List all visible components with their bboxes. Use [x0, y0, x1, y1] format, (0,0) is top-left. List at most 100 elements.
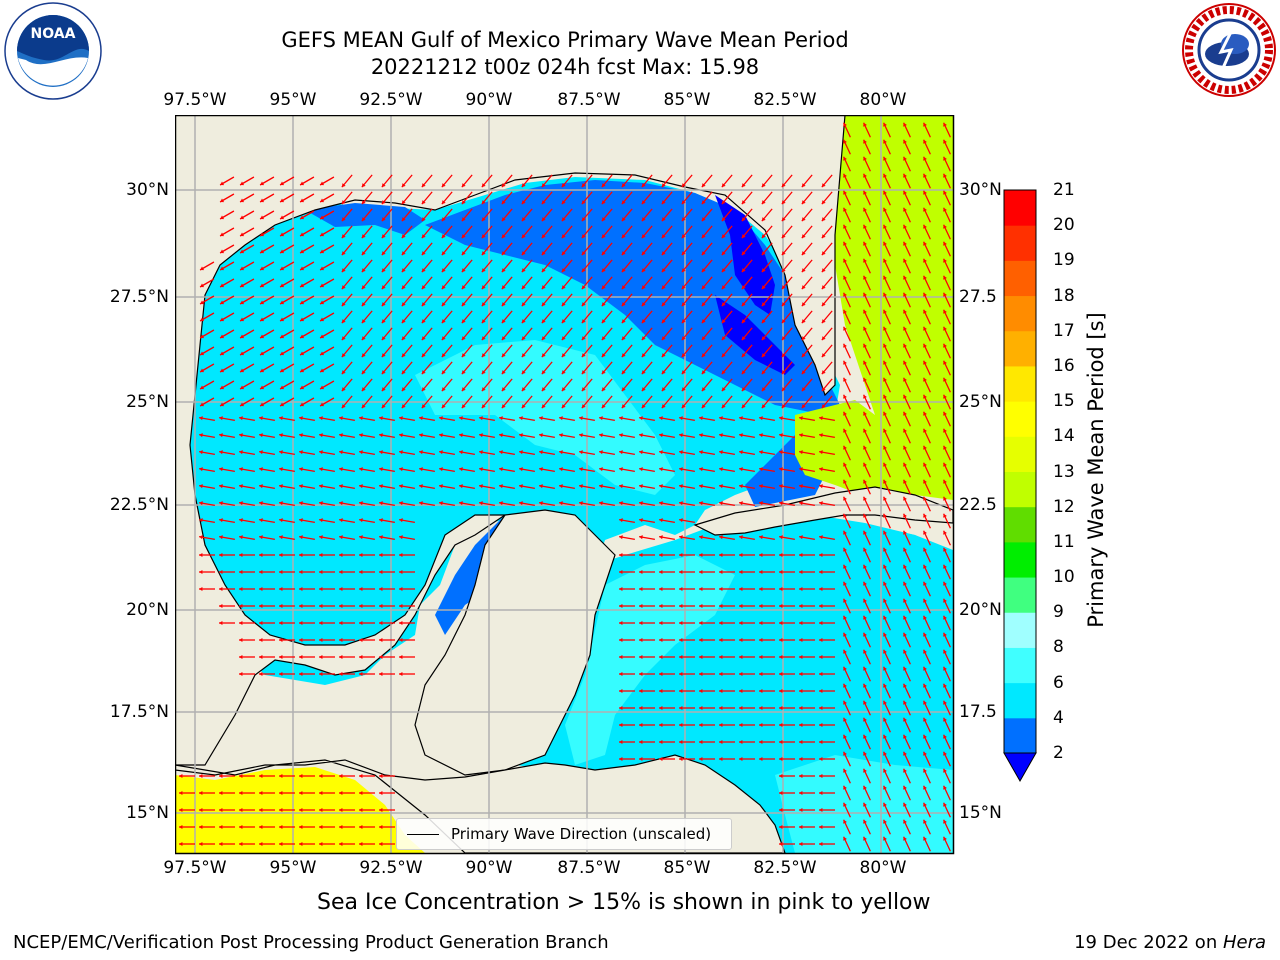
wave-arrow-head — [883, 224, 887, 229]
wave-arrow-head — [659, 603, 663, 609]
wave-arrow-head — [401, 336, 406, 341]
wave-arrow-head — [679, 433, 683, 438]
wave-arrow-head — [561, 234, 566, 239]
colorbar-tick-label: 8 — [1053, 637, 1064, 658]
wave-arrow-head — [903, 326, 907, 331]
wave-arrow-head — [361, 404, 366, 409]
wave-arrow-head — [220, 368, 225, 373]
wave-arrow-head — [320, 351, 325, 356]
wave-arrow-head — [461, 234, 466, 239]
wave-arrow-head — [659, 433, 663, 438]
wave-arrow-head — [863, 122, 867, 127]
wave-arrow-head — [701, 234, 706, 239]
wave-arrow-head — [339, 501, 343, 506]
wave-arrow-head — [639, 518, 643, 523]
wave-arrow-head — [561, 370, 566, 375]
wave-arrow-head — [843, 377, 847, 382]
wave-arrow-head — [781, 319, 786, 324]
wave-arrow-head — [521, 387, 526, 392]
wave-arrow-head — [359, 807, 363, 813]
wave-arrow-head — [863, 530, 867, 535]
wave-arrow-head — [199, 535, 203, 540]
wave-arrow-head — [659, 739, 663, 745]
wave-arrow-head — [883, 768, 887, 773]
wave-arrow-head — [923, 360, 927, 365]
wave-arrow-head — [819, 586, 823, 592]
wave-arrow-head — [421, 217, 426, 222]
wave-arrow-head — [240, 283, 245, 288]
wave-arrow-head — [439, 416, 443, 421]
wave-arrow-head — [220, 249, 225, 254]
wave-arrow-head — [461, 387, 466, 392]
wave-arrow-head — [863, 139, 867, 144]
wave-arrow-head — [801, 387, 806, 392]
wave-arrow-head — [379, 671, 383, 677]
wave-arrow-head — [679, 756, 683, 762]
wave-arrow-head — [299, 671, 303, 677]
wave-arrow-head — [601, 251, 606, 256]
wave-arrow-head — [259, 433, 263, 438]
wave-arrow-head — [559, 501, 563, 506]
wave-arrow-head — [581, 319, 586, 324]
wave-arrow-head — [519, 467, 523, 472]
wave-arrow-head — [923, 139, 927, 144]
atlantic-high-period — [833, 115, 953, 500]
wave-arrow-head — [863, 836, 867, 841]
wave-arrow-head — [863, 394, 867, 399]
wave-arrow-head — [943, 836, 947, 841]
wave-arrow-head — [819, 569, 823, 575]
wave-arrow-head — [219, 535, 223, 540]
wave-arrow-head — [379, 467, 383, 472]
wave-arrow-head — [923, 530, 927, 535]
wave-arrow-head — [219, 501, 223, 506]
wave-arrow-head — [843, 547, 847, 552]
wave-arrow-head — [943, 513, 947, 518]
wave-arrow-head — [200, 317, 205, 322]
wave-arrow-head — [259, 637, 263, 643]
wave-arrow-head — [701, 387, 706, 392]
wave-arrow-head — [299, 450, 303, 455]
wave-arrow-head — [419, 450, 423, 455]
wave-arrow-head — [320, 368, 325, 373]
wave-arrow-head — [240, 300, 245, 305]
wave-arrow-head — [863, 207, 867, 212]
lat-tick-left: 22.5°N — [109, 495, 169, 515]
wave-arrow-head — [379, 586, 383, 592]
wave-arrow-head — [279, 654, 283, 660]
wave-arrow-head — [641, 268, 646, 273]
wave-arrow-head — [923, 377, 927, 382]
wave-arrow-head — [721, 268, 726, 273]
colorbar-segment — [1004, 190, 1036, 226]
wave-arrow-head — [759, 654, 763, 660]
wave-arrow-head — [639, 688, 643, 694]
wave-arrow-head — [943, 139, 947, 144]
wave-arrow-head — [799, 484, 803, 489]
wave-arrow-head — [843, 836, 847, 841]
wave-arrow-head — [320, 402, 325, 407]
wave-arrow-head — [661, 183, 666, 188]
wave-arrow-head — [501, 387, 506, 392]
wave-arrow-head — [699, 450, 703, 455]
wave-arrow-head — [779, 705, 783, 711]
wave-arrow-head — [779, 671, 783, 677]
wave-arrow-head — [361, 353, 366, 358]
wave-arrow-head — [761, 251, 766, 256]
wave-arrow-head — [681, 234, 686, 239]
wave-arrow-head — [739, 620, 743, 626]
wave-arrow-head — [621, 370, 626, 375]
wave-arrow-head — [903, 700, 907, 705]
wave-arrow-head — [339, 790, 343, 796]
wave-arrow-head — [559, 450, 563, 455]
wave-arrow-head — [220, 334, 225, 339]
wave-arrow-head — [200, 266, 205, 271]
wave-arrow-head — [883, 717, 887, 722]
wave-arrow-head — [260, 232, 265, 237]
wave-arrow-head — [280, 351, 285, 356]
wave-arrow-head — [739, 671, 743, 677]
wave-arrow-head — [863, 326, 867, 331]
wave-arrow-head — [801, 370, 806, 375]
lat-tick-left: 27.5°N — [109, 287, 169, 307]
cuba-land — [693, 486, 953, 536]
wave-arrow-head — [721, 234, 726, 239]
wave-arrow-head — [619, 518, 623, 523]
